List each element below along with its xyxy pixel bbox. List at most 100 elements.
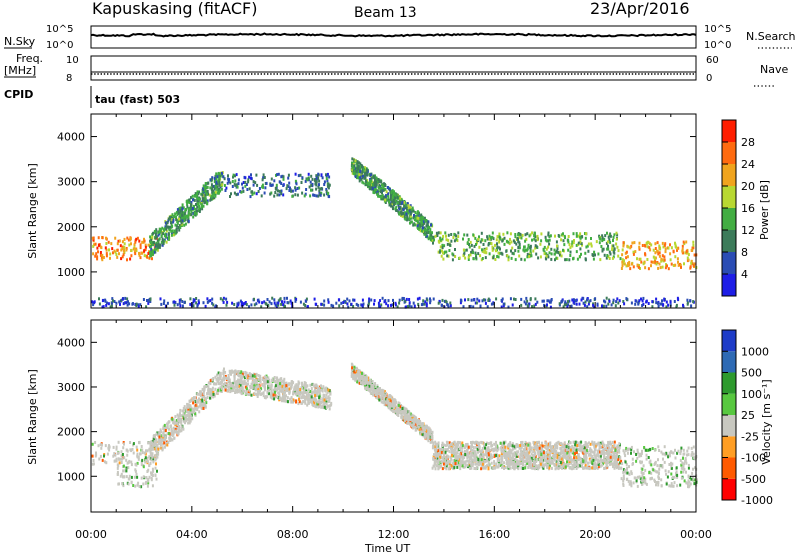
data-cell	[676, 247, 679, 250]
data-cell	[675, 303, 678, 307]
data-cell	[164, 438, 166, 441]
data-cell	[178, 207, 181, 211]
data-cell	[371, 186, 374, 190]
data-cell	[364, 171, 367, 175]
data-cell	[536, 238, 539, 242]
data-cell	[126, 461, 129, 465]
data-cell	[227, 385, 230, 389]
data-cell	[120, 298, 123, 302]
data-cell	[168, 439, 171, 442]
data-cell	[190, 410, 193, 414]
data-cell	[558, 302, 561, 306]
data-cell	[686, 298, 689, 302]
data-cell	[564, 300, 567, 304]
data-cell	[137, 457, 140, 461]
data-cell	[98, 302, 101, 306]
data-cell	[275, 187, 278, 191]
data-cell	[146, 484, 149, 488]
data-cell	[674, 263, 677, 267]
data-cell	[212, 391, 215, 394]
data-cell	[406, 202, 409, 206]
data-cell	[125, 475, 128, 479]
data-cell	[575, 250, 578, 254]
data-cell	[284, 399, 287, 403]
data-cell	[280, 192, 283, 196]
data-cell	[480, 231, 483, 235]
data-cell	[585, 466, 588, 470]
data-cell	[245, 374, 247, 378]
data-cell	[239, 378, 242, 382]
data-cell	[255, 302, 258, 306]
data-cell	[579, 236, 582, 240]
data-cell	[365, 179, 367, 183]
data-cell	[595, 463, 598, 467]
data-cell	[314, 384, 317, 388]
data-cell	[581, 243, 583, 247]
data-cell	[227, 180, 230, 184]
data-cell	[200, 192, 203, 196]
data-cell	[262, 394, 265, 398]
data-cell	[553, 248, 556, 252]
data-cell	[306, 178, 309, 182]
data-cell	[112, 445, 115, 449]
data-cell	[547, 233, 550, 237]
data-cell	[211, 297, 214, 301]
data-cell	[606, 254, 609, 257]
data-cell	[422, 299, 425, 303]
data-cell	[555, 240, 558, 244]
data-cell	[153, 437, 156, 441]
data-cell	[147, 252, 150, 255]
data-cell	[148, 447, 151, 451]
data-cell	[562, 239, 565, 243]
data-cell	[598, 241, 601, 245]
data-cell	[432, 241, 434, 245]
freq-tick-bottom: 8	[66, 73, 72, 84]
data-cell	[147, 301, 150, 305]
data-cell	[536, 300, 539, 304]
data-cell	[216, 378, 219, 382]
data-cell	[162, 242, 165, 246]
data-cell	[250, 176, 252, 180]
data-cell	[110, 242, 113, 246]
colorbar-segment	[722, 274, 736, 296]
data-cell	[405, 212, 408, 216]
data-cell	[401, 201, 404, 204]
data-cell	[178, 414, 181, 418]
data-cell	[304, 381, 307, 385]
data-cell	[225, 186, 228, 190]
colorbar-tick-label: 8	[741, 246, 748, 259]
data-cell	[167, 441, 170, 444]
data-cell	[453, 239, 456, 243]
nsky-tick-bottom: 10^0	[46, 40, 73, 51]
data-cell	[405, 206, 408, 210]
data-cell	[554, 234, 556, 238]
data-cell	[606, 247, 609, 251]
data-cell	[311, 401, 314, 405]
data-cell	[301, 386, 304, 390]
data-cell	[268, 384, 271, 388]
data-cell	[283, 381, 286, 385]
data-cell	[154, 236, 157, 240]
data-cell	[392, 190, 395, 194]
data-cell	[177, 432, 180, 436]
data-cell	[268, 300, 271, 304]
data-cell	[92, 303, 95, 307]
data-cell	[239, 190, 242, 194]
data-cell	[199, 394, 202, 398]
data-cell	[126, 236, 129, 240]
data-cell	[130, 254, 133, 258]
data-cell	[616, 245, 619, 249]
data-cell	[536, 234, 539, 238]
data-cell	[131, 447, 134, 451]
data-cell	[178, 424, 180, 428]
data-cell	[589, 299, 592, 303]
data-cell	[661, 254, 664, 258]
data-cell	[186, 402, 189, 406]
data-cell	[293, 386, 296, 390]
data-cell	[229, 370, 232, 373]
data-cell	[411, 206, 414, 210]
data-cell	[103, 460, 106, 464]
data-cell	[663, 255, 666, 259]
data-cell	[461, 441, 464, 445]
